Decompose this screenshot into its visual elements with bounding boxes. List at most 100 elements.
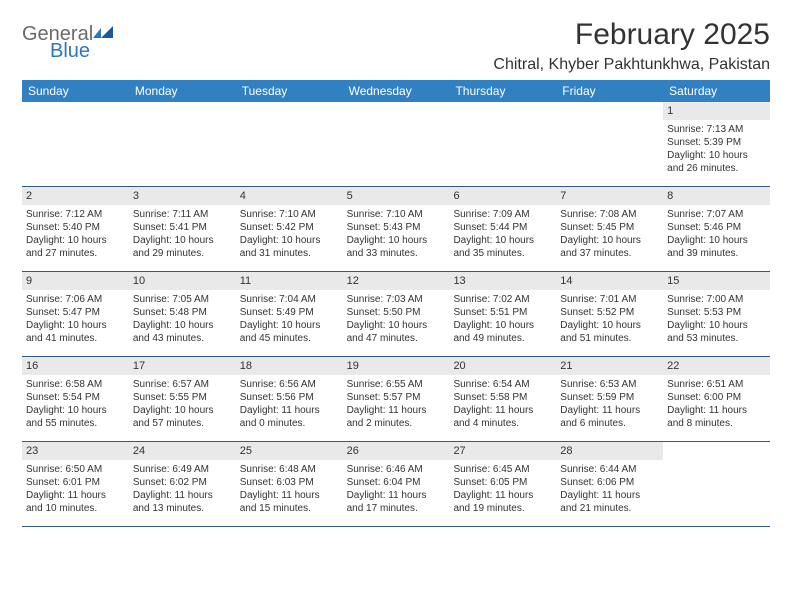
day-cell: 2Sunrise: 7:12 AMSunset: 5:40 PMDaylight… — [22, 187, 129, 271]
day-cell: 18Sunrise: 6:56 AMSunset: 5:56 PMDayligh… — [236, 357, 343, 441]
day-number: 16 — [22, 357, 129, 375]
sunset-text: Sunset: 5:46 PM — [667, 221, 766, 234]
sunset-text: Sunset: 6:02 PM — [133, 476, 232, 489]
day-cell: 20Sunrise: 6:54 AMSunset: 5:58 PMDayligh… — [449, 357, 556, 441]
day-number: 21 — [556, 357, 663, 375]
sunrise-text: Sunrise: 6:51 AM — [667, 378, 766, 391]
day-cell — [343, 102, 450, 186]
day-number: 3 — [129, 187, 236, 205]
day-cell: 1Sunrise: 7:13 AMSunset: 5:39 PMDaylight… — [663, 102, 770, 186]
sunset-text: Sunset: 5:55 PM — [133, 391, 232, 404]
dow-cell: Sunday — [22, 80, 129, 102]
sunrise-text: Sunrise: 7:07 AM — [667, 208, 766, 221]
sunset-text: Sunset: 5:56 PM — [240, 391, 339, 404]
day-cell: 6Sunrise: 7:09 AMSunset: 5:44 PMDaylight… — [449, 187, 556, 271]
sunset-text: Sunset: 6:04 PM — [347, 476, 446, 489]
daylight-text: Daylight: 10 hours and 51 minutes. — [560, 319, 659, 345]
sunrise-text: Sunrise: 6:48 AM — [240, 463, 339, 476]
sunset-text: Sunset: 5:39 PM — [667, 136, 766, 149]
dow-cell: Friday — [556, 80, 663, 102]
sunset-text: Sunset: 5:57 PM — [347, 391, 446, 404]
logo-text-block: General Blue — [22, 24, 115, 66]
sunrise-text: Sunrise: 7:08 AM — [560, 208, 659, 221]
day-number: 22 — [663, 357, 770, 375]
day-cell: 14Sunrise: 7:01 AMSunset: 5:52 PMDayligh… — [556, 272, 663, 356]
day-number: 27 — [449, 442, 556, 460]
day-number: 17 — [129, 357, 236, 375]
sunrise-text: Sunrise: 6:54 AM — [453, 378, 552, 391]
dow-cell: Saturday — [663, 80, 770, 102]
daylight-text: Daylight: 10 hours and 47 minutes. — [347, 319, 446, 345]
day-cell: 19Sunrise: 6:55 AMSunset: 5:57 PMDayligh… — [343, 357, 450, 441]
sunrise-text: Sunrise: 6:46 AM — [347, 463, 446, 476]
day-cell: 9Sunrise: 7:06 AMSunset: 5:47 PMDaylight… — [22, 272, 129, 356]
sunset-text: Sunset: 6:00 PM — [667, 391, 766, 404]
day-number — [449, 102, 556, 120]
day-cell: 10Sunrise: 7:05 AMSunset: 5:48 PMDayligh… — [129, 272, 236, 356]
daylight-text: Daylight: 10 hours and 43 minutes. — [133, 319, 232, 345]
week-row: 2 Sunrise: 7:12 AMSunset: 5:40 PM Daylight… — [22, 187, 770, 272]
daylight-text: Daylight: 10 hours and 39 minutes. — [667, 234, 766, 260]
day-number: 9 — [22, 272, 129, 290]
day-number: 10 — [129, 272, 236, 290]
daylight-text: Daylight: 10 hours and 33 minutes. — [347, 234, 446, 260]
day-number: 5 — [343, 187, 450, 205]
sunrise-text: Sunrise: 7:00 AM — [667, 293, 766, 306]
location-text: Chitral, Khyber Pakhtunkhwa, Pakistan — [493, 56, 770, 74]
brand-logo: General Blue — [22, 24, 115, 66]
day-cell: 28Sunrise: 6:44 AMSunset: 6:06 PMDayligh… — [556, 442, 663, 526]
daylight-text: Daylight: 10 hours and 41 minutes. — [26, 319, 125, 345]
day-number: 7 — [556, 187, 663, 205]
daylight-text: Daylight: 11 hours and 19 minutes. — [453, 489, 552, 515]
week-row: 9Sunrise: 7:06 AMSunset: 5:47 PMDaylight… — [22, 272, 770, 357]
day-cell: 24Sunrise: 6:49 AMSunset: 6:02 PMDayligh… — [129, 442, 236, 526]
daylight-text: Daylight: 10 hours and 49 minutes. — [453, 319, 552, 345]
sunrise-text: Sunrise: 7:04 AM — [240, 293, 339, 306]
daylight-text: Daylight: 10 hours and 31 minutes. — [240, 234, 339, 260]
day-of-week-header: SundayMondayTuesdayWednesdayThursdayFrid… — [22, 80, 770, 102]
day-cell: 3Sunrise: 7:11 AMSunset: 5:41 PMDaylight… — [129, 187, 236, 271]
sunrise-text: Sunrise: 6:57 AM — [133, 378, 232, 391]
sunset-text: Sunset: 5:40 PM — [26, 221, 125, 234]
sunrise-text: Sunrise: 7:02 AM — [453, 293, 552, 306]
day-cell — [22, 102, 129, 186]
title-block: February 2025 Chitral, Khyber Pakhtunkhw… — [493, 18, 770, 74]
day-number: 19 — [343, 357, 450, 375]
sunset-text: Sunset: 5:54 PM — [26, 391, 125, 404]
day-cell — [129, 102, 236, 186]
sunset-text: Sunset: 5:49 PM — [240, 306, 339, 319]
daylight-text: Daylight: 10 hours and 45 minutes. — [240, 319, 339, 345]
daylight-text: Daylight: 11 hours and 13 minutes. — [133, 489, 232, 515]
sunrise-text: Sunrise: 6:50 AM — [26, 463, 125, 476]
sunrise-text: Sunrise: 6:58 AM — [26, 378, 125, 391]
day-number — [343, 102, 450, 120]
day-cell: 12Sunrise: 7:03 AMSunset: 5:50 PMDayligh… — [343, 272, 450, 356]
dow-cell: Thursday — [449, 80, 556, 102]
day-number: 20 — [449, 357, 556, 375]
day-number: 25 — [236, 442, 343, 460]
day-number — [129, 102, 236, 120]
sunrise-text: Sunrise: 7:10 AM — [240, 208, 339, 221]
day-cell: 27Sunrise: 6:45 AMSunset: 6:05 PMDayligh… — [449, 442, 556, 526]
day-number: 13 — [449, 272, 556, 290]
sunset-text: Sunset: 6:05 PM — [453, 476, 552, 489]
day-cell: 5Sunrise: 7:10 AMSunset: 5:43 PMDaylight… — [343, 187, 450, 271]
sunset-text: Sunset: 5:51 PM — [453, 306, 552, 319]
day-cell: 17Sunrise: 6:57 AMSunset: 5:55 PMDayligh… — [129, 357, 236, 441]
sunrise-text: Sunrise: 7:11 AM — [133, 208, 232, 221]
sunrise-text: Sunrise: 7:06 AM — [26, 293, 125, 306]
brand-name-part2: Blue — [50, 40, 90, 62]
day-number: 11 — [236, 272, 343, 290]
daylight-text: Daylight: 11 hours and 15 minutes. — [240, 489, 339, 515]
day-number: 2 — [22, 187, 129, 205]
day-cell: 16Sunrise: 6:58 AMSunset: 5:54 PMDayligh… — [22, 357, 129, 441]
sunrise-text: Sunrise: 7:01 AM — [560, 293, 659, 306]
day-number: 18 — [236, 357, 343, 375]
sunset-text: Sunset: 5:58 PM — [453, 391, 552, 404]
daylight-text: Daylight: 10 hours and 37 minutes. — [560, 234, 659, 260]
week-row: 16Sunrise: 6:58 AMSunset: 5:54 PMDayligh… — [22, 357, 770, 442]
sunrise-text: Sunrise: 7:12 AM — [26, 208, 125, 221]
sunset-text: Sunset: 5:53 PM — [667, 306, 766, 319]
sunrise-text: Sunrise: 7:09 AM — [453, 208, 552, 221]
day-cell — [663, 442, 770, 526]
